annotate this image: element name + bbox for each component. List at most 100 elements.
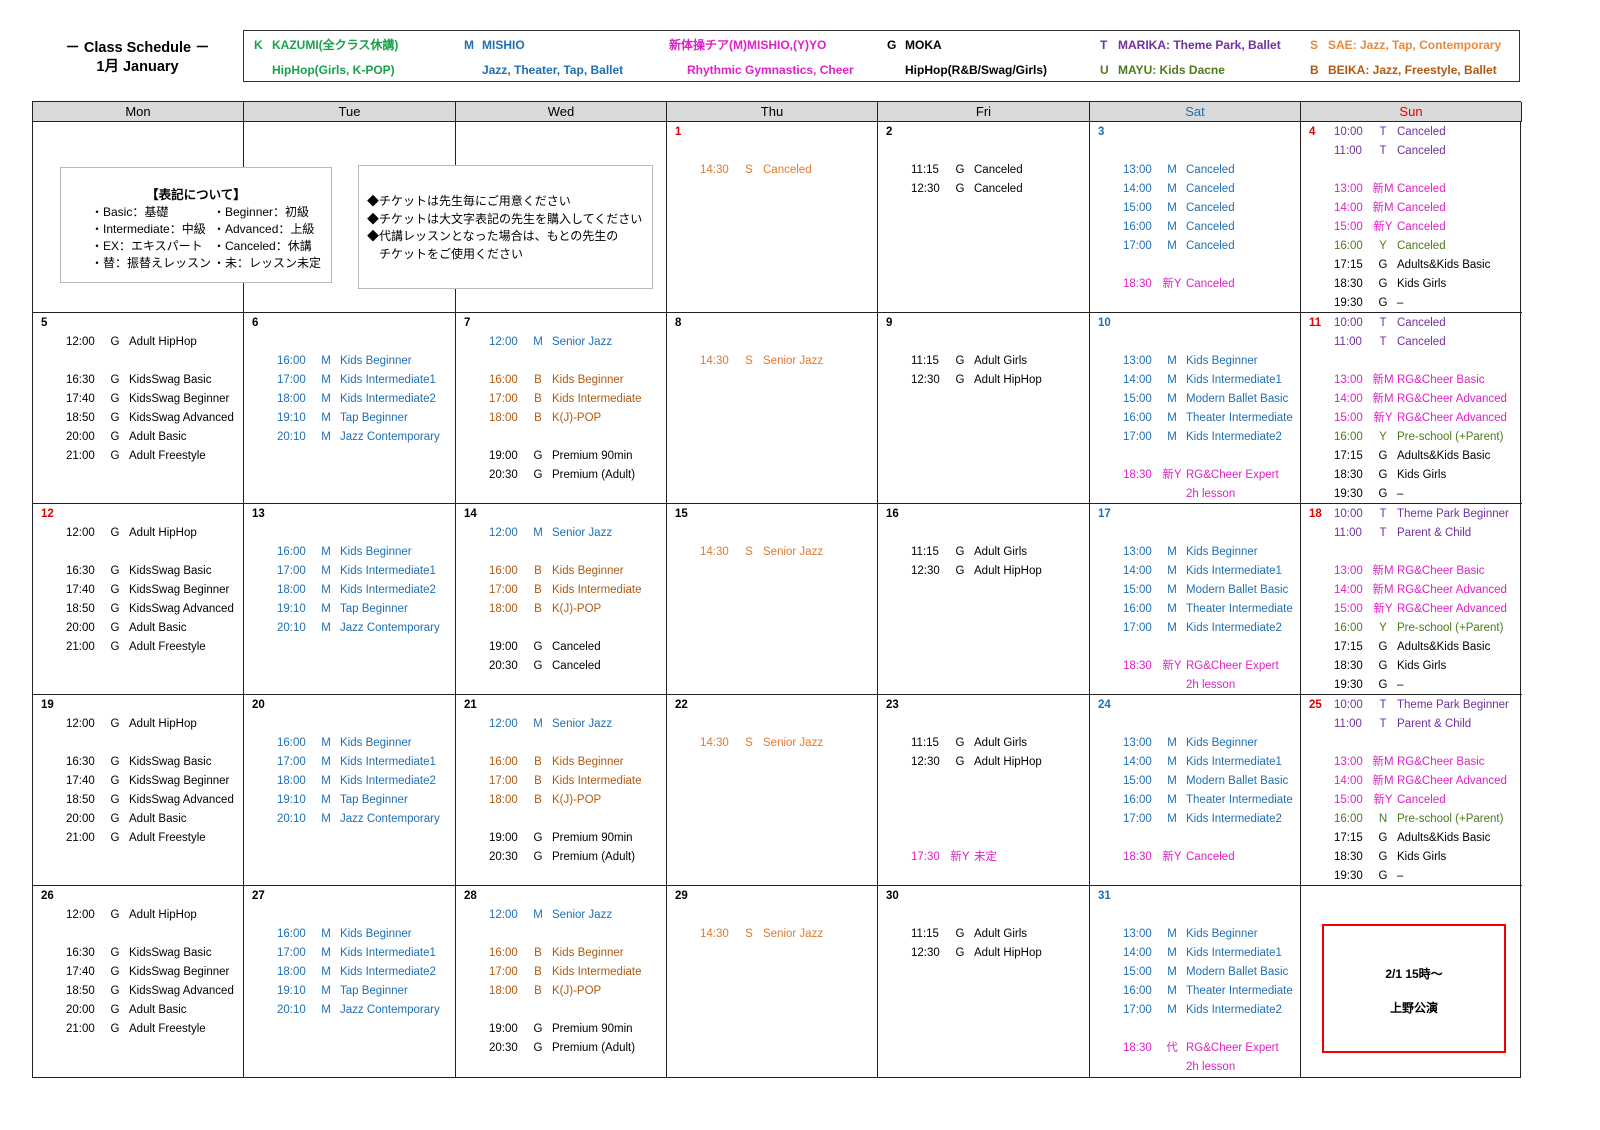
teacher-code: B [534,966,542,978]
notation-item: ・未：レッスン未定 [213,256,322,270]
class-title: Senior Jazz [763,355,824,367]
teacher-code: M [533,336,543,348]
teacher-code: M [321,756,331,768]
class-time: 13:00 [1334,565,1363,577]
class-entry: 19:30 G – [1301,867,1522,886]
teacher-name: MISHIO [482,38,525,52]
class-time: 11:15 [911,164,939,176]
class-title: KidsSwag Beginner [129,584,230,596]
teacher-desc: Rhythmic Gymnastics, Cheer [687,63,854,77]
class-entry: 19:30 G – [1301,676,1522,695]
class-time: 16:00 [1123,412,1152,424]
class-time: 11:15 [911,546,939,558]
class-title: KidsSwag Basic [129,565,212,577]
class-entry: 16:00 M Theater Intermediate [1090,982,1300,1001]
day-number: 30 [886,890,899,902]
teacher-code: G [110,622,120,634]
day-number: 7 [464,317,471,329]
teacher-code: M [321,546,331,558]
class-entry: 20:00 G Adult Basic [33,1001,243,1020]
teacher-code: G [110,374,120,386]
day-number: 31 [1098,890,1111,902]
teacher-code: M [1167,546,1177,558]
teacher-code: G [533,832,543,844]
class-title: Kids Intermediate2 [340,584,436,596]
class-entry: 18:30 新Y RG&Cheer Expert [1090,657,1300,676]
teacher-code: M [1167,775,1177,787]
class-title: Kids Beginner [552,565,624,577]
teacher-name-line: 新体操チア(M)MISHIO,(Y)YO [669,32,826,58]
class-entry: 19:10 M Tap Beginner [244,982,455,1001]
teacher-code: M [1167,431,1177,443]
class-entry: 18:30 新Y Canceled [1090,848,1300,867]
class-entry: 11:15 G Adult Girls [878,352,1089,371]
teacher-code: T [1379,145,1387,157]
class-entry: 11:00 T Canceled [1301,333,1522,352]
class-title: Adult Basic [129,622,187,634]
teacher-code: T [1379,126,1387,138]
teacher-code: B [534,603,542,615]
teacher-code: Y [1379,431,1387,443]
class-time: 11:15 [911,737,939,749]
teacher-code: G [1378,660,1388,672]
teacher-code: T [1379,699,1387,711]
teacher-code: G [110,1023,120,1035]
class-title: Pre-school (+Parent) [1397,813,1504,825]
class-entry: 2h lesson [1090,676,1300,695]
day-cell: 18 10:00 T Theme Park Beginner 11:00 T Parent … [1301,504,1522,695]
class-title: Parent & Child [1397,718,1472,730]
class-time: 13:00 [1334,756,1363,768]
class-time: 18:00 [277,775,306,787]
class-entry: 20:10 M Jazz Contemporary [244,619,455,638]
class-time: 16:00 [1123,985,1152,997]
class-title: Premium 90min [552,450,633,462]
teacher-code: B [534,393,542,405]
class-title: Senior Jazz [552,527,613,539]
class-title: Kids Intermediate1 [340,947,436,959]
day-cell: 15 14:30 S Senior Jazz [667,504,878,695]
class-time: 14:30 [700,928,729,940]
teacher-code: M [1167,756,1177,768]
class-entry: 14:30 S Canceled [667,161,877,180]
teacher-code: 新M [1372,183,1394,195]
class-title: Senior Jazz [763,737,824,749]
class-time: 14:30 [700,546,729,558]
class-time: 19:30 [1334,679,1363,691]
class-time: 11:00 [1334,145,1362,157]
teacher-code: 新M [1372,584,1394,596]
class-time: 14:00 [1334,202,1363,214]
class-time: 12:00 [66,718,95,730]
class-title: Canceled [1186,221,1235,233]
class-title: Senior Jazz [552,336,613,348]
class-time: 13:00 [1123,546,1152,558]
class-entry: 16:00 M Kids Beginner [244,543,455,562]
class-time: 16:00 [489,565,518,577]
class-time: 14:00 [1123,183,1152,195]
class-entry: 16:00 M Theater Intermediate [1090,791,1300,810]
class-time: 15:00 [1123,202,1152,214]
teacher-code: G [110,718,120,730]
day-number: 22 [675,699,688,711]
teacher-code: M [321,584,331,596]
teacher-code: M [1167,794,1177,806]
class-time: 15:00 [1123,775,1152,787]
class-entry: 12:00 M Senior Jazz [456,524,666,543]
teacher-code: 新M [1372,565,1394,577]
class-time: 18:30 [1334,851,1363,863]
class-entry: 16:00 M Kids Beginner [244,734,455,753]
class-title: Kids Beginner [340,928,412,940]
class-entry: 16:30 G KidsSwag Basic [33,753,243,772]
class-title: Kids Girls [1397,851,1447,863]
day-cell: 20 16:00 M Kids Beginner 17:00 M Kids Intermed… [244,695,456,886]
class-title: Modern Ballet Basic [1186,584,1289,596]
class-entry: 13:00 M Kids Beginner [1090,734,1300,753]
class-entry: 18:30 G Kids Girls [1301,657,1522,676]
class-title: Adults&Kids Basic [1397,641,1491,653]
class-entry: 18:50 G KidsSwag Advanced [33,791,243,810]
class-title: Premium 90min [552,1023,633,1035]
teacher-code: M [321,603,331,615]
title-line-1: － Class Schedule － [65,40,210,56]
class-entry: 16:00 B Kids Beginner [456,753,666,772]
class-entry: 14:00 M Kids Intermediate1 [1090,562,1300,581]
class-title: Adult Girls [974,928,1028,940]
